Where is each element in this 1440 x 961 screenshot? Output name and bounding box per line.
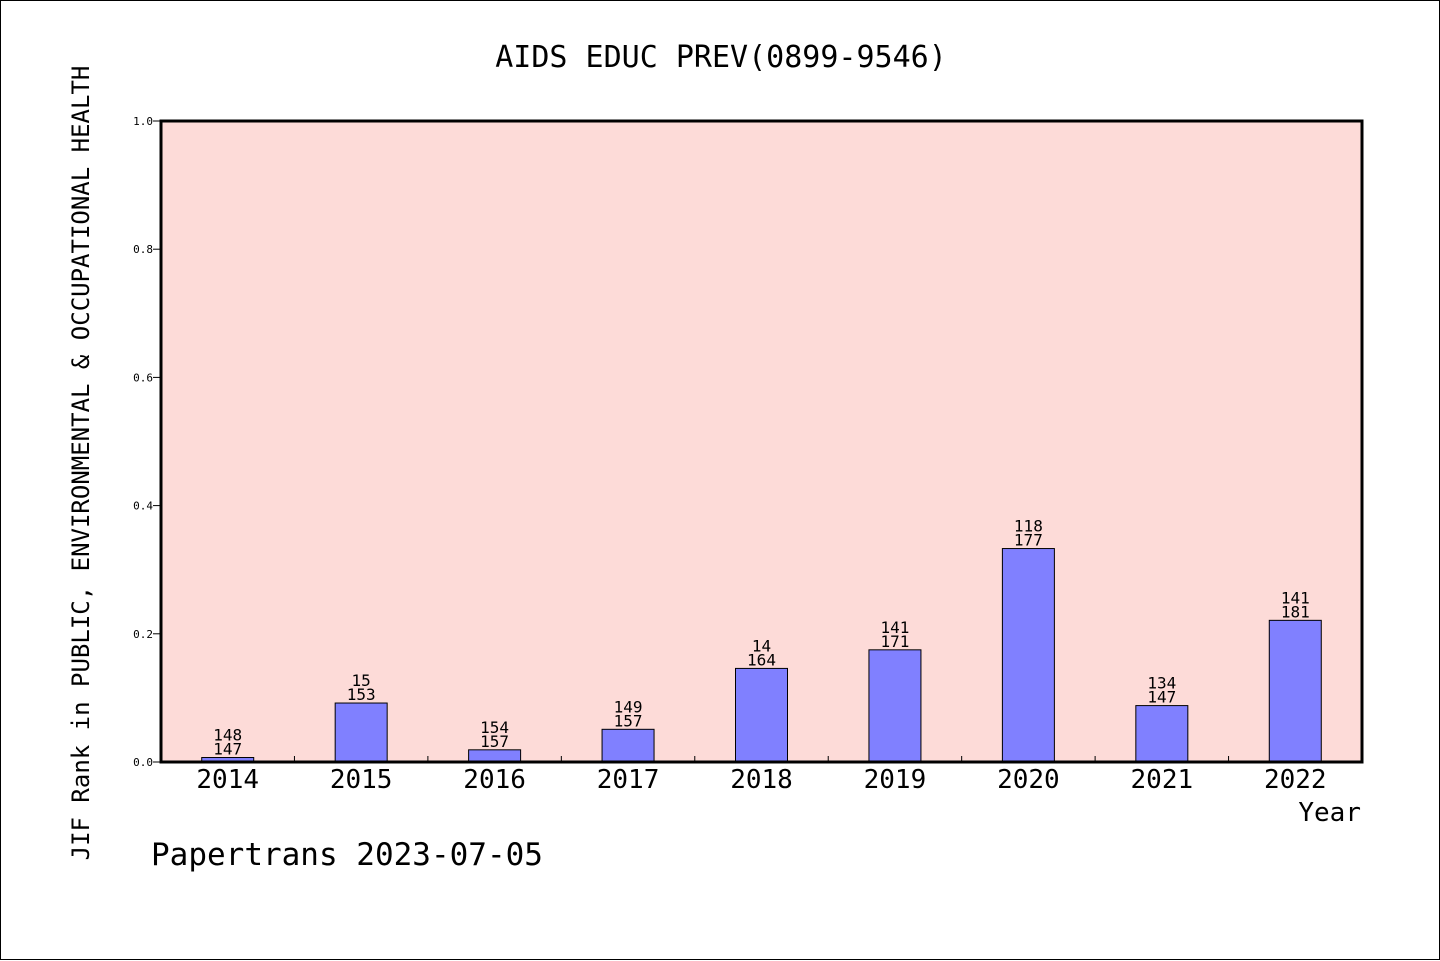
- bar-total-label: 157: [614, 711, 643, 730]
- bar-rank-label: 141: [880, 618, 909, 637]
- bar-rank-label: 154: [480, 718, 509, 737]
- bar-2017: [601, 728, 655, 763]
- bar-2015: [334, 702, 388, 763]
- bar-2018: [735, 667, 788, 763]
- y-tick-label: 0.4: [133, 500, 153, 513]
- plot-area: [161, 121, 1362, 762]
- y-tick-label: 0.8: [133, 243, 153, 256]
- bar-rank-label: 15: [352, 671, 371, 690]
- bar-total-label: 181: [1281, 602, 1310, 621]
- x-tick-label: 2022: [1264, 765, 1327, 795]
- x-tick-label: 2015: [330, 765, 393, 795]
- bar-rank-label: 148: [213, 726, 242, 745]
- chart-title: AIDS EDUC PREV(0899-9546): [495, 40, 947, 75]
- bar-2022: [1268, 619, 1322, 763]
- y-tick-label: 0.0: [133, 756, 153, 769]
- x-axis: 2014 2015 2016 2017 2018 2019 2020 2021 2022: [196, 756, 1327, 795]
- bar-rank-label: 14: [752, 636, 771, 655]
- bar-rank-label: 149: [614, 697, 643, 716]
- x-tick-label: 2019: [864, 765, 927, 795]
- bar-total-label: 147: [1147, 688, 1176, 707]
- bar-total-label: 147: [213, 740, 242, 759]
- bar-2016: [468, 749, 522, 763]
- x-tick-label: 2020: [997, 765, 1060, 795]
- plot-border: [159, 119, 1364, 764]
- bar-2019: [868, 649, 922, 763]
- bar-rank-label: 141: [1281, 588, 1310, 607]
- bar-2020: [1001, 548, 1055, 763]
- x-tick-label: 2018: [730, 765, 793, 795]
- x-tick-label: 2016: [463, 765, 526, 795]
- x-axis-label: Year: [1298, 798, 1361, 828]
- bar-labels: 1481471515315415714915714164141171118177…: [213, 517, 1309, 759]
- x-tick-label: 2021: [1131, 765, 1194, 795]
- bar-2021: [1135, 705, 1189, 763]
- x-tick-label: 2014: [196, 765, 259, 795]
- y-axis-label: JIF Rank in PUBLIC, ENVIRONMENTAL & OCCU…: [67, 66, 95, 861]
- bar-total-label: 177: [1014, 531, 1043, 550]
- bar-total-label: 164: [747, 650, 776, 669]
- y-tick-label: 0.6: [133, 371, 153, 384]
- bar-total-label: 171: [880, 632, 909, 651]
- y-tick-label: 0.2: [133, 628, 153, 641]
- y-tick-label: 1.0: [133, 115, 153, 128]
- bar-rank-label: 134: [1147, 674, 1176, 693]
- bar-rank-label: 118: [1014, 517, 1043, 536]
- bar-total-label: 157: [480, 732, 509, 751]
- bar-total-label: 153: [347, 685, 376, 704]
- footer-credit: Papertrans 2023-07-05: [151, 837, 543, 873]
- x-tick-label: 2017: [597, 765, 660, 795]
- y-axis: 0.0 0.2 0.4 0.6 0.8 1.0: [133, 115, 161, 769]
